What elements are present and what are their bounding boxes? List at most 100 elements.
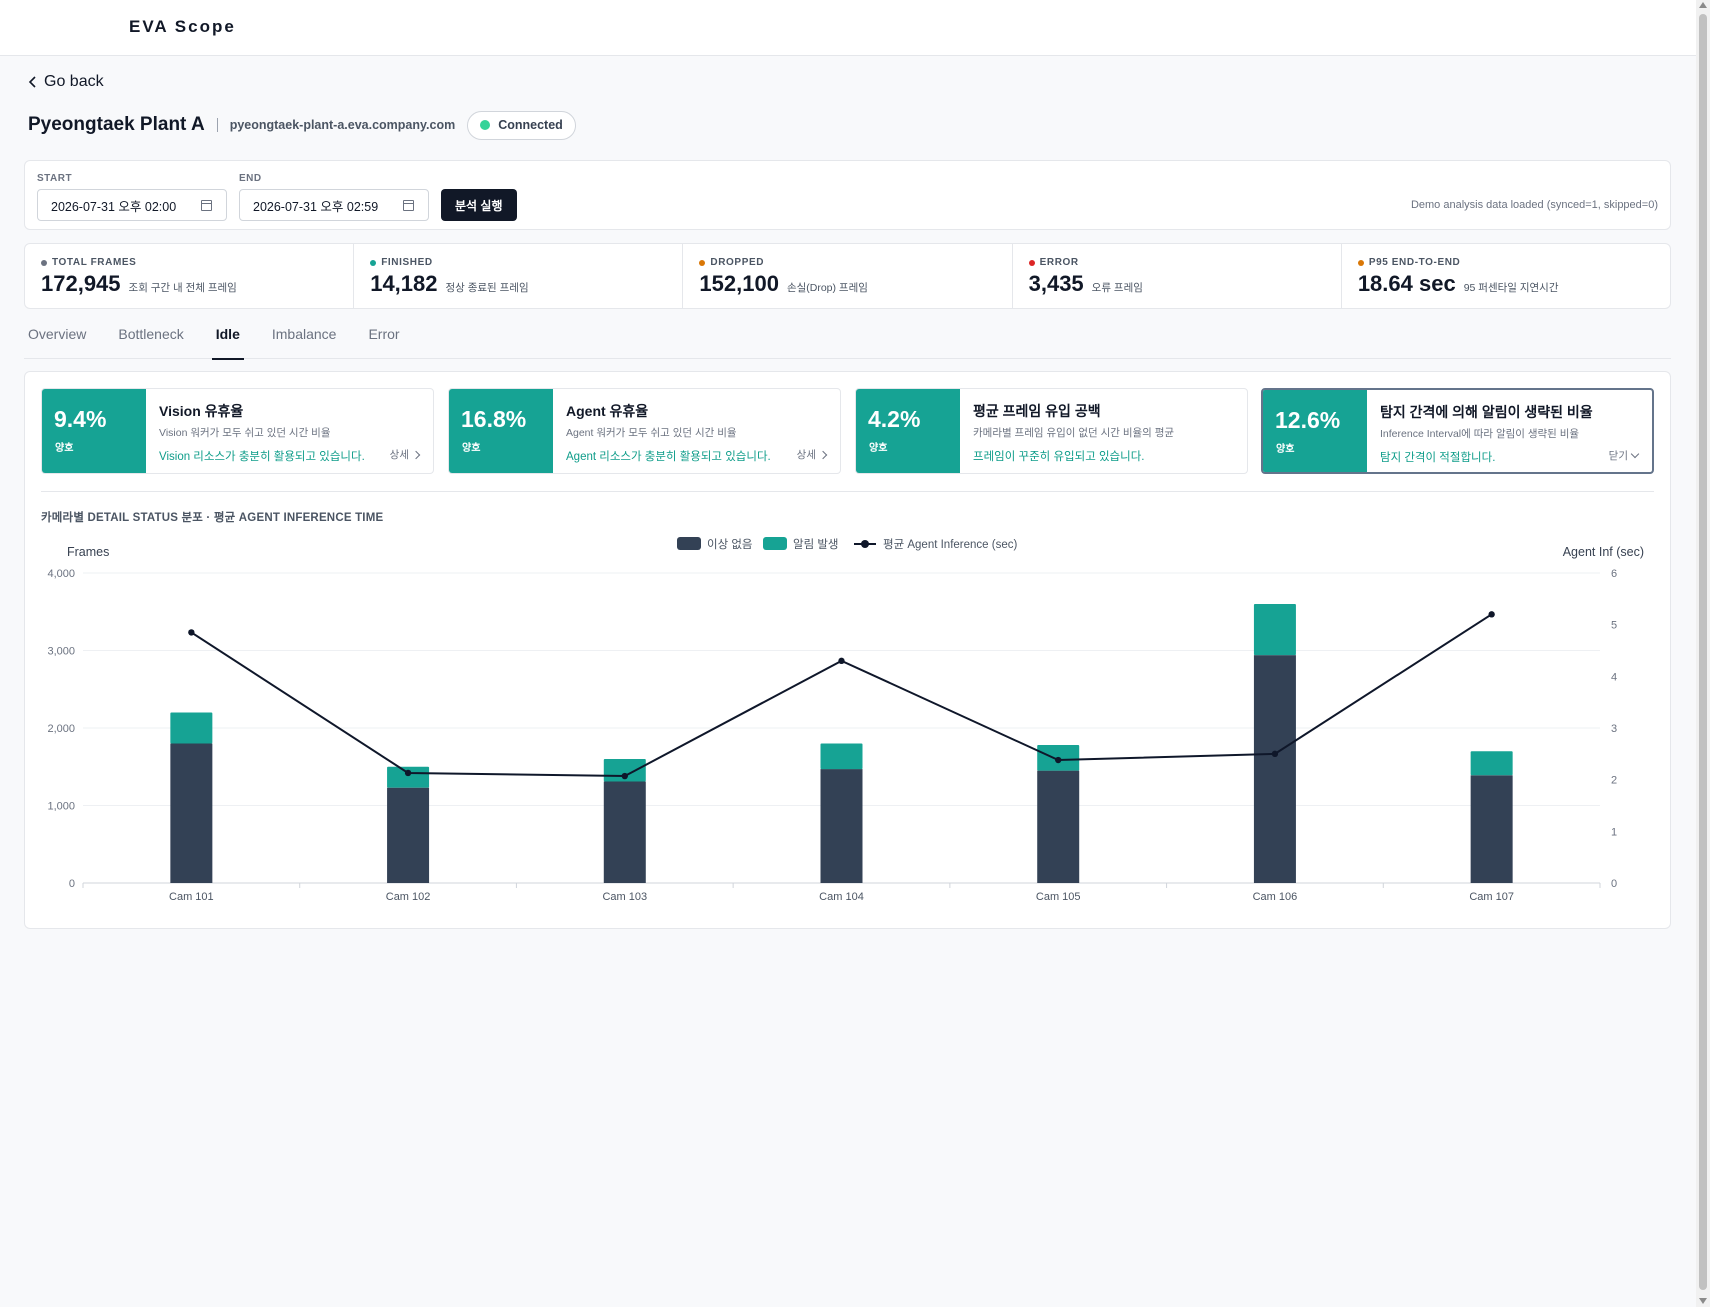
kpi-finished: FINISHED 14,182 정상 종료된 프레임	[354, 244, 684, 308]
bar-normal	[1470, 775, 1513, 883]
metric-grade: 양호	[55, 443, 74, 454]
y-tick-label: 1,000	[47, 801, 75, 813]
metric-card-vision-idle[interactable]: 9.4% 양호 Vision 유휴율 Vision 워커가 모두 쉬고 있던 시…	[41, 388, 434, 474]
site-host: pyeongtaek-plant-a.eva.company.com	[229, 118, 456, 132]
metric-score: 4.2% 양호	[856, 389, 960, 473]
detail-link[interactable]: 상세	[390, 447, 421, 462]
metric-percent: 4.2%	[868, 406, 921, 432]
kpi-dot-icon	[1028, 259, 1035, 266]
metric-card-agent-idle[interactable]: 16.8% 양호 Agent 유휴율 Agent 워커가 모두 쉬고 있던 시간…	[448, 388, 841, 474]
kpi-value: 172,945	[41, 271, 121, 296]
legend-label: 평균 Agent Inference (sec)	[883, 538, 1017, 551]
scroll-up-arrow-icon[interactable]	[1699, 2, 1707, 8]
kpi-description: 오류 프레임	[1091, 282, 1143, 294]
inference-point	[838, 657, 845, 665]
kpi-dot-icon	[41, 259, 47, 266]
kpi-label: P95 END-TO-END	[1368, 257, 1461, 268]
metric-score: 9.4% 양호	[42, 389, 146, 473]
end-date-input[interactable]: 2026-07-31 오후 02:59	[239, 189, 429, 221]
connection-status-label: Connected	[498, 118, 563, 132]
kpi-description: 조회 구간 내 전체 프레임	[128, 282, 237, 294]
kpi-description: 손실(Drop) 프레임	[786, 282, 868, 294]
kpi-label: FINISHED	[381, 257, 433, 268]
close-link-label: 닫기	[1608, 450, 1628, 462]
y-tick-label: 4,000	[47, 568, 75, 580]
inference-point	[1271, 750, 1279, 758]
metric-percent: 12.6%	[1275, 407, 1341, 433]
y2-tick-label: 1	[1611, 826, 1617, 838]
inference-point	[188, 629, 195, 636]
x-tick-label: Cam 101	[169, 891, 214, 903]
y2-tick-label: 2	[1611, 775, 1617, 787]
y-tick-label: 2,000	[47, 723, 75, 735]
kpi-value: 18.64 sec	[1357, 271, 1456, 296]
kpi-label: ERROR	[1039, 257, 1079, 268]
run-analysis-button[interactable]: 분석 실행	[441, 189, 517, 221]
metric-message: 탐지 간격이 적절합니다.	[1380, 452, 1496, 464]
bar-normal	[170, 743, 213, 883]
start-date-value: 2026-07-31 오후 02:00	[51, 199, 177, 214]
bar-alert	[820, 743, 863, 770]
legend-swatch-marker	[861, 540, 869, 548]
tab-idle[interactable]: Idle	[211, 322, 244, 360]
tab-imbalance[interactable]: Imbalance	[271, 326, 337, 342]
sync-status-text: Demo analysis data loaded (synced=1, ski…	[1410, 199, 1658, 211]
date-range-panel: START 2026-07-31 오후 02:00 END 2026-07-31…	[24, 160, 1671, 230]
y2-tick-label: 0	[1611, 878, 1617, 890]
inference-point	[1055, 756, 1062, 764]
kpi-description: 정상 종료된 프레임	[445, 282, 529, 294]
site-header: Pyeongtaek Plant A pyeongtaek-plant-a.ev…	[28, 110, 576, 140]
end-date-value: 2026-07-31 오후 02:59	[253, 199, 379, 214]
metric-percent: 16.8%	[461, 406, 527, 432]
metric-card-frame-gap[interactable]: 4.2% 양호 평균 프레임 유입 공백 카메라별 프레임 유입이 없던 시간 …	[855, 388, 1248, 474]
calendar-icon[interactable]	[201, 200, 212, 211]
camera-status-chart: 0 1,000 2,000 3,000 4,000 0 1 2 3 4 5 6 Frames Agent …	[47, 537, 1644, 903]
calendar-icon[interactable]	[403, 200, 414, 211]
metric-subtitle: Inference Interval에 따라 알림이 생략된 비율	[1380, 428, 1580, 440]
tab-error[interactable]: Error	[368, 326, 400, 342]
metric-message: Vision 리소스가 충분히 활용되고 있습니다.	[159, 451, 365, 463]
kpi-dot-icon	[370, 259, 377, 266]
metric-grade: 양호	[1276, 444, 1295, 455]
site-name: Pyeongtaek Plant A	[28, 114, 205, 135]
scroll-down-arrow-icon[interactable]	[1699, 1298, 1707, 1304]
x-tick-label: Cam 107	[1469, 891, 1514, 903]
metric-subtitle: 카메라별 프레임 유입이 없던 시간 비율의 평균	[973, 427, 1175, 439]
x-tick-label: Cam 102	[386, 891, 431, 903]
tab-overview[interactable]: Overview	[28, 326, 87, 342]
metric-message: 프레임이 꾸준히 유입되고 있습니다.	[973, 451, 1145, 463]
kpi-description: 95 퍼센타일 지연시간	[1463, 282, 1559, 294]
metric-title: Agent 유휴율	[566, 403, 649, 419]
kpi-label: DROPPED	[710, 257, 765, 268]
go-back-link[interactable]: Go back	[28, 73, 104, 91]
status-dot-icon	[480, 120, 491, 130]
tab-bottleneck[interactable]: Bottleneck	[118, 326, 184, 342]
top-bar: EVA Scope	[0, 0, 1696, 56]
chart-title: 카메라별 DETAIL STATUS 분포 · 평균 AGENT INFEREN…	[41, 512, 384, 524]
metric-grade: 양호	[462, 443, 481, 454]
metric-score: 16.8% 양호	[449, 389, 553, 473]
detail-link[interactable]: 상세	[797, 447, 828, 462]
kpi-value: 3,435	[1028, 271, 1084, 296]
metric-card-skipped-alerts[interactable]: 12.6% 양호 탐지 간격에 의해 알림이 생략된 비율 Inference …	[1261, 388, 1654, 474]
scroll-thumb[interactable]	[1699, 14, 1707, 1290]
x-tick-label: Cam 106	[1253, 891, 1298, 903]
vertical-scrollbar[interactable]	[1696, 0, 1710, 1307]
bar-alert	[387, 766, 430, 788]
start-date-input[interactable]: 2026-07-31 오후 02:00	[37, 189, 227, 221]
metric-message: Agent 리소스가 충분히 활용되고 있습니다.	[566, 451, 771, 463]
analysis-tabs: Overview Bottleneck Idle Imbalance Error	[24, 322, 1671, 360]
kpi-value: 152,100	[699, 271, 779, 296]
kpi-value: 14,182	[370, 271, 438, 296]
metric-title: Vision 유휴율	[159, 403, 244, 419]
metric-grade: 양호	[869, 443, 888, 454]
metric-title: 탐지 간격에 의해 알림이 생략된 비율	[1380, 404, 1593, 420]
idle-analysis-panel: 9.4% 양호 Vision 유휴율 Vision 워커가 모두 쉬고 있던 시…	[24, 371, 1671, 929]
kpi-total-frames: TOTAL FRAMES 172,945 조회 구간 내 전체 프레임	[25, 244, 355, 308]
bar-alert	[1253, 604, 1296, 656]
x-tick-label: Cam 104	[819, 891, 864, 903]
metric-percent: 9.4%	[54, 406, 107, 432]
close-link[interactable]: 닫기	[1608, 448, 1640, 463]
legend-label: 알림 발생	[793, 537, 839, 551]
y2-axis-label: Agent Inf (sec)	[1563, 545, 1644, 559]
